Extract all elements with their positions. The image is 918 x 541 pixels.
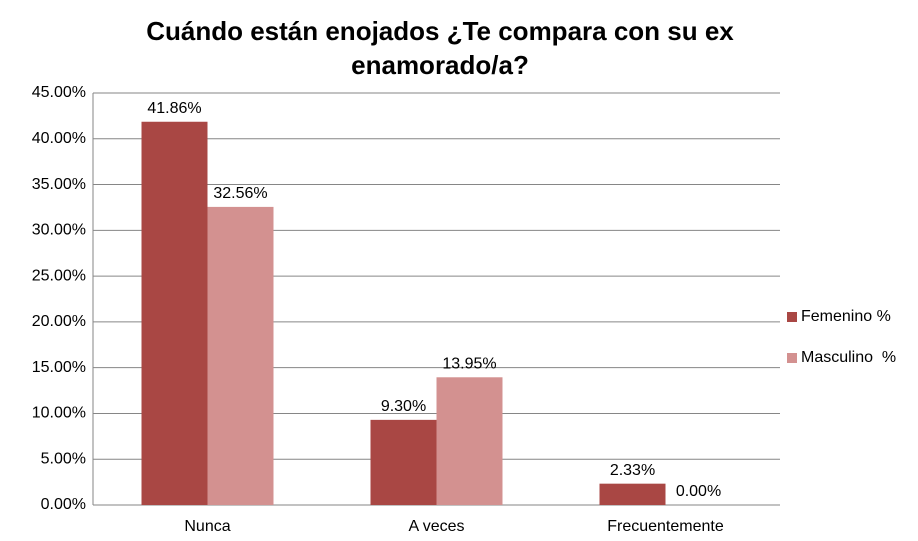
- value-label: 2.33%: [610, 462, 655, 479]
- bar: [207, 206, 274, 505]
- bar: [141, 121, 208, 505]
- y-tick-label: 40.00%: [32, 130, 86, 147]
- y-tick-label: 10.00%: [32, 405, 86, 422]
- y-tick-label: 0.00%: [41, 496, 86, 513]
- value-label: 32.56%: [213, 185, 267, 202]
- y-tick-label: 25.00%: [32, 267, 86, 284]
- value-label: 41.86%: [147, 100, 201, 117]
- y-tick-label: 15.00%: [32, 359, 86, 376]
- y-tick-label: 5.00%: [41, 450, 86, 467]
- y-tick-label: 35.00%: [32, 176, 86, 193]
- x-tick-label: Nunca: [184, 518, 230, 535]
- x-tick-label: Frecuentemente: [607, 518, 724, 535]
- y-tick-label: 20.00%: [32, 313, 86, 330]
- value-label: 13.95%: [442, 355, 496, 372]
- legend-swatch: [787, 353, 797, 363]
- legend-label: Masculino %: [801, 349, 896, 366]
- y-tick-label: 30.00%: [32, 222, 86, 239]
- legend-swatch: [787, 312, 797, 322]
- bar: [370, 419, 437, 505]
- legend-label: Femenino %: [801, 308, 891, 325]
- x-tick-label: A veces: [408, 518, 464, 535]
- value-label: 0.00%: [676, 483, 721, 500]
- chart-title: Cuándo están enojados ¿Te compara con su…: [146, 16, 734, 80]
- y-tick-label: 45.00%: [32, 84, 86, 101]
- bar: [436, 377, 503, 505]
- bar: [599, 483, 666, 505]
- value-label: 9.30%: [381, 398, 426, 415]
